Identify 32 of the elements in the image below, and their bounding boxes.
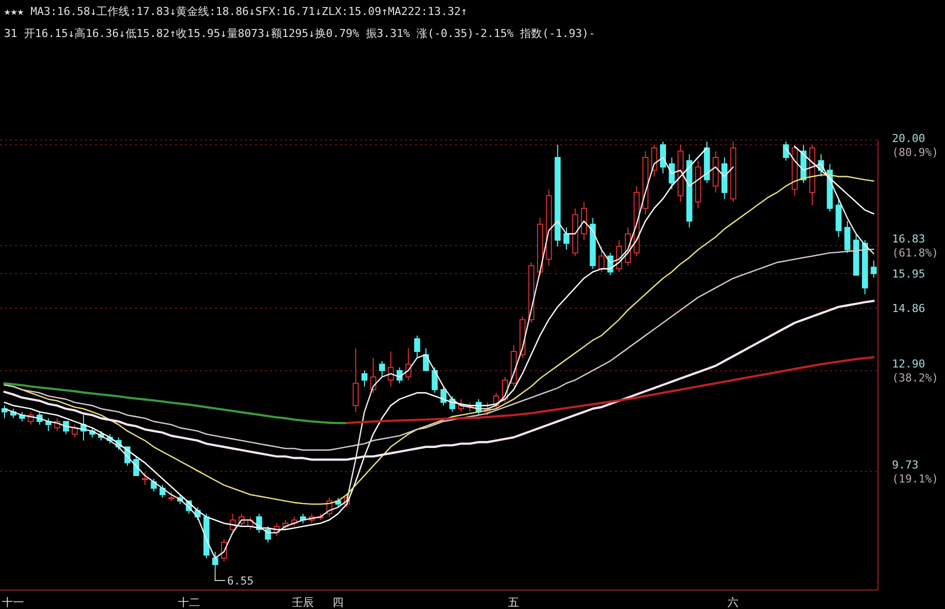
candlestick (379, 360, 386, 378)
x-tick-label: 五 (508, 596, 520, 609)
y-tick-label: 9.73 (19.1%) (892, 458, 938, 486)
candlestick (563, 226, 570, 250)
candlestick (361, 370, 368, 387)
x-tick-label: 四 (332, 596, 344, 609)
line-series (3, 382, 348, 424)
candlestick (782, 141, 789, 162)
candlestick (844, 220, 850, 254)
line-series (346, 356, 875, 424)
y-tick-label: 20.00 (80.9%) (892, 132, 938, 159)
x-tick-label: 壬辰 (292, 596, 314, 609)
candlestick (168, 490, 174, 502)
y-tick-label: 14.86 (892, 302, 926, 316)
x-tick-label: 十二 (178, 596, 200, 609)
y-tick-label: 16.83 (61.8%) (892, 232, 938, 260)
annotation: 6.55 (227, 574, 254, 588)
text: 31 开16.15↓高16.36↓低15.82↑收15.95↓量8073↓额1295↓换0.79% 振3.31% 涨(-0.35)-2.15% 指数(-1.93)- (4, 26, 596, 41)
candlestick (352, 348, 359, 412)
x-tick-label: 十一 (2, 596, 24, 609)
candlestick (432, 366, 438, 394)
candlestick (651, 144, 658, 178)
candlestick (598, 246, 605, 272)
candlestick (870, 260, 877, 278)
candlestick (414, 335, 420, 358)
text: ★★★ MA3:16.58↓工作线:17.83↓黄金线:18.86↓SFX:16.71↓ZLX:15.09↑MA222:13.32↑ (4, 4, 468, 19)
y-tick-label: 15.95 (892, 268, 926, 281)
candlestick (142, 472, 148, 486)
candlestick (660, 141, 666, 174)
x-tick-label: 六 (728, 596, 739, 609)
candlestick (212, 551, 218, 574)
y-tick-label: 12.90 (38.2%) (892, 358, 938, 385)
